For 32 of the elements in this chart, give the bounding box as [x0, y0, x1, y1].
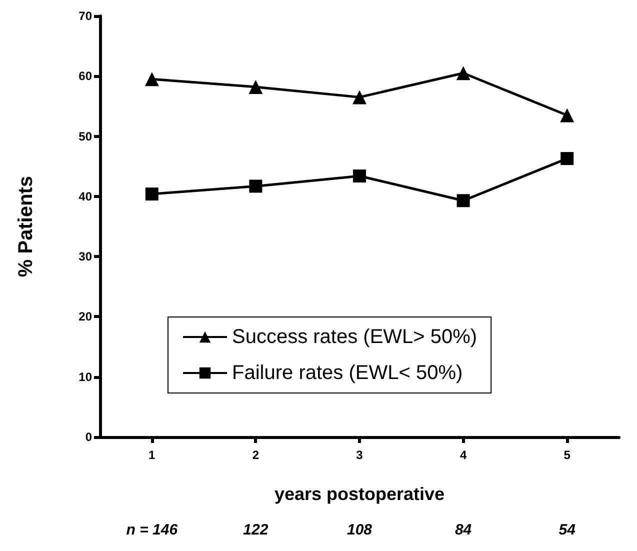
x-tick-label: 2	[252, 448, 260, 462]
y-tick-label: 70	[78, 9, 92, 23]
legend-label: Failure rates (EWL< 50%)	[232, 362, 463, 384]
text: 108	[346, 522, 373, 538]
point	[353, 169, 366, 182]
y-tick-label: 60	[78, 69, 92, 84]
x-tick-label: 5	[564, 448, 571, 462]
text: 84	[454, 522, 472, 538]
y-tick-label: 30	[78, 250, 92, 264]
x-tick-label: 4	[460, 448, 467, 462]
y-tick-label: 40	[78, 189, 92, 204]
y-axis-title: % Patients	[15, 176, 37, 278]
point	[560, 108, 574, 122]
text: n = 146	[126, 522, 178, 538]
y-tick-label: 10	[78, 370, 92, 384]
legend-label: Success rates (EWL> 50%)	[232, 326, 478, 348]
x-axis-title: years postoperative	[274, 484, 445, 504]
point	[352, 90, 366, 104]
point	[248, 80, 263, 94]
text: 122	[243, 522, 269, 538]
point	[456, 66, 470, 80]
text: 54	[558, 522, 576, 538]
y-tick-label: 0	[85, 430, 92, 444]
y-tick-label: 20	[78, 310, 92, 324]
point	[560, 152, 574, 166]
point	[249, 180, 262, 193]
point	[456, 194, 470, 208]
point	[145, 188, 158, 201]
y-tick-label: 50	[78, 129, 92, 144]
x-tick-label: 3	[356, 448, 364, 462]
point	[144, 72, 159, 86]
x-tick-label: 1	[148, 448, 156, 462]
